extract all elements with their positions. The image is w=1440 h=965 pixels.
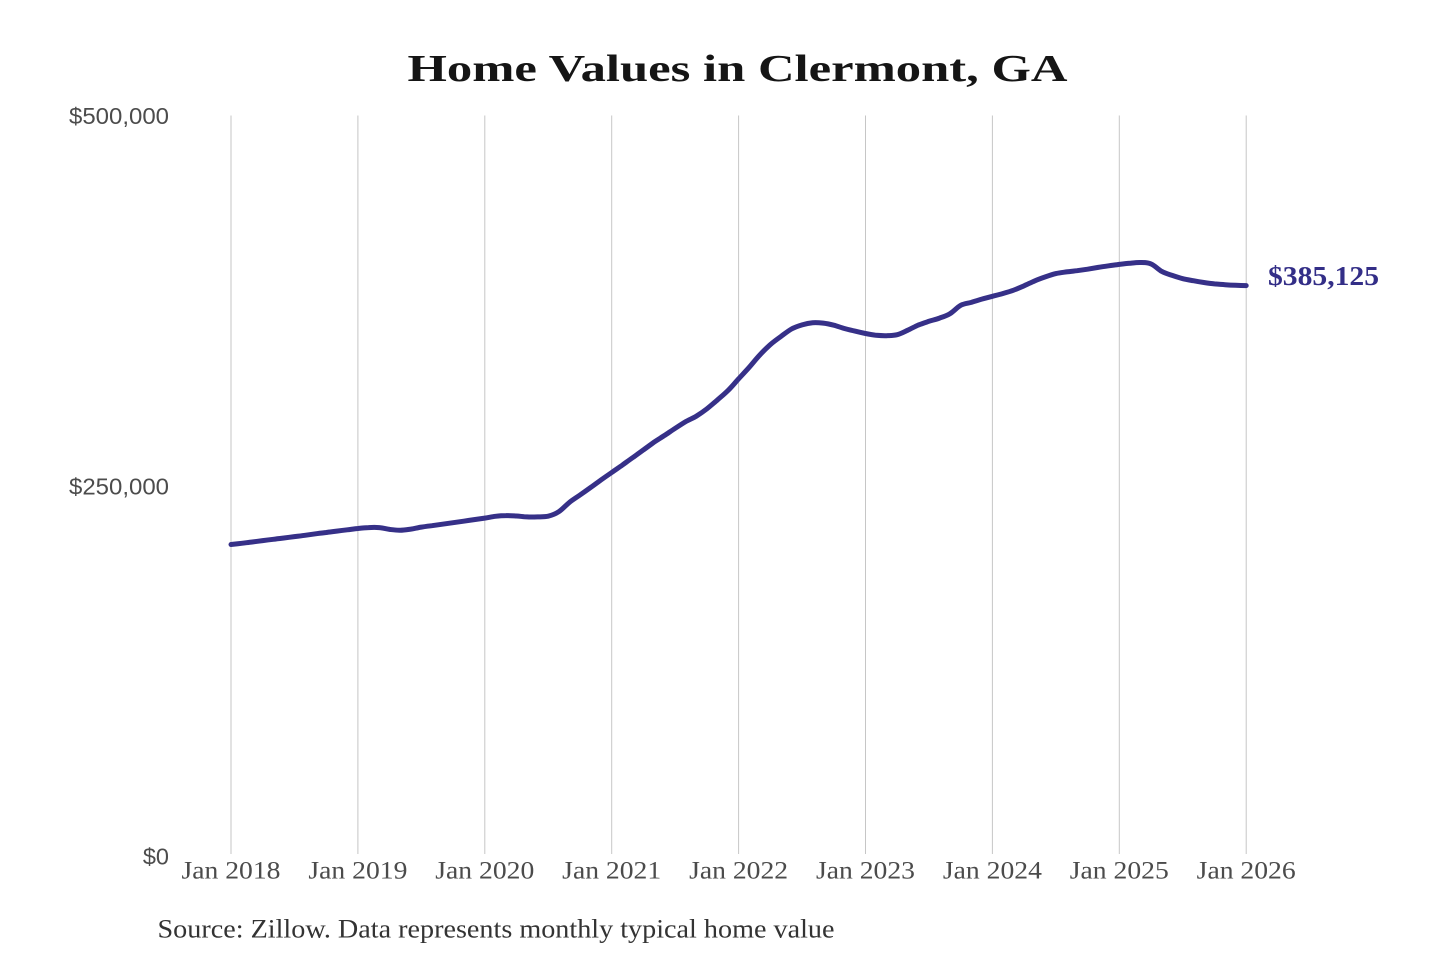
- svg-text:Jan 2025: Jan 2025: [1070, 858, 1169, 885]
- svg-text:Jan 2020: Jan 2020: [435, 858, 534, 885]
- svg-text:$385,125: $385,125: [1268, 261, 1379, 291]
- svg-text:Jan 2019: Jan 2019: [308, 858, 407, 885]
- svg-text:$250,000: $250,000: [69, 473, 169, 499]
- svg-text:Home Values in Clermont, GA: Home Values in Clermont, GA: [408, 48, 1069, 90]
- svg-text:Jan 2023: Jan 2023: [816, 858, 915, 885]
- svg-text:Jan 2026: Jan 2026: [1197, 858, 1296, 885]
- svg-text:Jan 2021: Jan 2021: [562, 858, 661, 885]
- svg-text:Source: Zillow. Data represent: Source: Zillow. Data represents monthly …: [158, 915, 835, 944]
- svg-text:Jan 2024: Jan 2024: [943, 858, 1043, 885]
- svg-text:$500,000: $500,000: [69, 103, 169, 129]
- svg-text:$0: $0: [143, 844, 169, 870]
- svg-text:Jan 2022: Jan 2022: [689, 858, 788, 885]
- svg-text:Jan 2018: Jan 2018: [182, 858, 281, 885]
